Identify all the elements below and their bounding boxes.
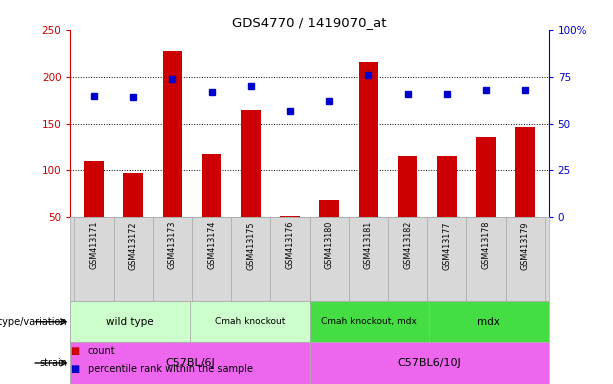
Text: strain: strain [39, 358, 67, 368]
Text: GSM413178: GSM413178 [481, 221, 490, 270]
FancyBboxPatch shape [113, 217, 153, 301]
Text: percentile rank within the sample: percentile rank within the sample [88, 364, 253, 374]
Text: wild type: wild type [107, 317, 154, 327]
Text: GSM413173: GSM413173 [168, 221, 177, 270]
Bar [398, 156, 417, 217]
FancyBboxPatch shape [153, 217, 192, 301]
Text: ■: ■ [70, 346, 80, 356]
Bar [476, 137, 496, 217]
FancyBboxPatch shape [388, 217, 427, 301]
Bar [123, 173, 143, 217]
Text: GSM413175: GSM413175 [246, 221, 255, 270]
Text: Cmah knockout: Cmah knockout [215, 317, 285, 326]
Text: GSM413171: GSM413171 [89, 221, 99, 270]
Text: genotype/variation: genotype/variation [0, 317, 67, 327]
Title: GDS4770 / 1419070_at: GDS4770 / 1419070_at [232, 16, 387, 29]
FancyBboxPatch shape [506, 217, 545, 301]
Text: Cmah knockout, mdx: Cmah knockout, mdx [321, 317, 417, 326]
Text: GSM413179: GSM413179 [520, 221, 530, 270]
FancyBboxPatch shape [70, 343, 310, 384]
Bar [280, 216, 300, 217]
FancyBboxPatch shape [231, 217, 270, 301]
FancyBboxPatch shape [466, 217, 506, 301]
Text: C57BL/6J: C57BL/6J [165, 358, 215, 368]
FancyBboxPatch shape [310, 217, 349, 301]
FancyBboxPatch shape [190, 301, 310, 343]
Text: mdx: mdx [478, 317, 500, 327]
FancyBboxPatch shape [192, 217, 231, 301]
Bar [84, 161, 104, 217]
Bar [202, 154, 221, 217]
FancyBboxPatch shape [74, 217, 113, 301]
Text: GSM413177: GSM413177 [442, 221, 451, 270]
Text: GSM413180: GSM413180 [325, 221, 333, 269]
FancyBboxPatch shape [70, 301, 190, 343]
Text: GSM413182: GSM413182 [403, 221, 412, 270]
Bar [241, 109, 261, 217]
Text: count: count [88, 346, 115, 356]
FancyBboxPatch shape [429, 301, 549, 343]
Text: ■: ■ [70, 364, 80, 374]
Text: GSM413176: GSM413176 [286, 221, 294, 270]
Text: GSM413181: GSM413181 [364, 221, 373, 269]
Bar [359, 62, 378, 217]
Bar [162, 51, 182, 217]
FancyBboxPatch shape [349, 217, 388, 301]
Bar [437, 156, 457, 217]
FancyBboxPatch shape [270, 217, 310, 301]
FancyBboxPatch shape [427, 217, 466, 301]
Bar [516, 127, 535, 217]
Text: C57BL6/10J: C57BL6/10J [397, 358, 461, 368]
Text: GSM413172: GSM413172 [129, 221, 138, 270]
FancyBboxPatch shape [310, 301, 429, 343]
Bar [319, 200, 339, 217]
FancyBboxPatch shape [310, 343, 549, 384]
Text: GSM413174: GSM413174 [207, 221, 216, 270]
